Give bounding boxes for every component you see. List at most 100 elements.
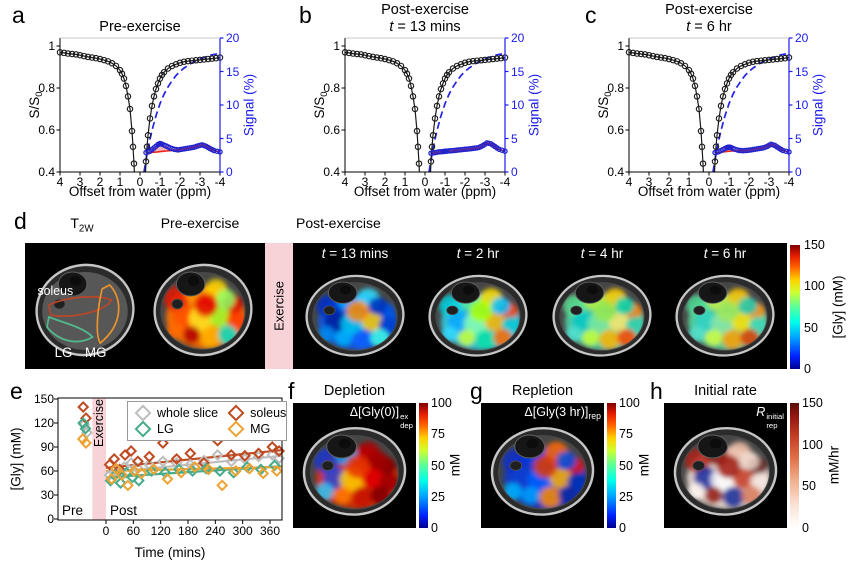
- zspectrum-marker: [353, 50, 361, 58]
- depletion-leg-image: [295, 411, 414, 526]
- zspectrum-marker: [373, 54, 381, 61]
- repletion-map-image: Δ[Gly(3 hr)]rep: [481, 403, 604, 528]
- zspectrum-marker: [160, 69, 168, 76]
- y-tick-label: 120: [33, 416, 54, 430]
- x-tick-label: -3: [194, 175, 206, 189]
- x-tick-label: 4: [56, 175, 64, 189]
- zspectrum-marker: [773, 55, 781, 63]
- heatmap-blob: [345, 455, 370, 479]
- zspectrum-marker: [765, 56, 773, 64]
- colorbar-tick-label: 25: [619, 489, 633, 504]
- fibula-bone: [171, 298, 184, 310]
- diff-marker: [783, 148, 789, 154]
- x-tick-label: 300: [232, 524, 253, 538]
- data-diamond-MG: [175, 466, 188, 479]
- text-segment: = 4 hr: [584, 246, 624, 261]
- y-tick-label: 90: [40, 440, 54, 454]
- data-diamond-MG: [202, 463, 215, 476]
- zspectrum-marker: [369, 53, 377, 61]
- colorbar-tick-label: 100: [431, 396, 452, 410]
- x-tick-label: -3: [763, 175, 775, 189]
- panel-letter-a: a: [12, 2, 25, 28]
- text-segment: T: [70, 215, 79, 231]
- x-tick-label: -1: [723, 175, 735, 189]
- heatmap-blob: [469, 300, 493, 322]
- zspectrum-marker: [415, 160, 423, 167]
- x-tick-label: 2: [96, 175, 104, 189]
- panel-title: Repletion: [511, 383, 574, 399]
- text-segment: t: [580, 246, 585, 261]
- heatmap-blob: [705, 329, 723, 346]
- zspectrum-marker: [176, 59, 184, 67]
- zspectrum-marker: [427, 158, 435, 165]
- y-tick-label-right: 15: [795, 64, 809, 79]
- heatmap-blob: [521, 486, 540, 504]
- heatmap-blob: [458, 329, 476, 346]
- zspectrum-marker: [124, 93, 132, 100]
- data-diamond-LG: [114, 476, 127, 490]
- y-tick-label: 0: [47, 512, 54, 526]
- heatmap-blob: [722, 486, 745, 508]
- heatmap-blob: [704, 486, 723, 504]
- data-diamond-soleus: [131, 455, 144, 468]
- x-tick-label: 2: [381, 175, 389, 189]
- zspectrum-marker: [72, 51, 80, 58]
- zspectrum-marker: [184, 57, 192, 65]
- heatmap-blob: [491, 297, 511, 315]
- zspectrum-marker: [68, 50, 76, 58]
- roi-soleus: [47, 295, 113, 317]
- colorbar-initial-rate-unit: mM/hr: [826, 445, 842, 485]
- heatmap-blob: [716, 300, 740, 322]
- zspectrum-marker: [144, 132, 152, 139]
- zspectrum-marker: [489, 55, 497, 63]
- lorentzian-fit-dashed: [712, 51, 789, 172]
- zspectrum-marker: [753, 57, 761, 65]
- zspectrum-marker: [649, 52, 657, 60]
- zspectrum-marker: [130, 160, 138, 167]
- heatmap-blob: [368, 297, 388, 315]
- zspectrum-marker: [497, 54, 505, 62]
- zspectrum-marker: [669, 56, 677, 64]
- legend-label: soleus: [250, 406, 287, 420]
- zspectrum-marker: [405, 75, 413, 82]
- roi-mg: [96, 283, 120, 345]
- y-tick-label-left: 0.4: [38, 165, 55, 179]
- data-diamond-MG: [270, 464, 283, 478]
- heatmap-blob: [738, 297, 758, 315]
- depletion-map-image: Δ[Gly(0)] ex dep: [293, 403, 416, 528]
- data-diamond-soleus: [238, 449, 251, 462]
- y-tick-label: 150: [33, 392, 54, 406]
- data-diamond-soleus: [266, 440, 279, 454]
- heatmap-blob: [183, 326, 201, 344]
- zspectrum-line: [60, 51, 220, 172]
- leg-cross-section: [305, 274, 405, 357]
- colorbar-tick-label: 50: [804, 320, 818, 335]
- zspectrum-marker: [428, 143, 436, 151]
- data-diamond-whole-slice: [225, 455, 238, 468]
- diff-marker: [211, 147, 217, 154]
- fibula-bone: [570, 305, 583, 316]
- superscript: initial: [766, 412, 784, 422]
- zspectrum-marker: [414, 143, 422, 151]
- heatmap-blob: [335, 329, 353, 346]
- data-diamond-MG: [135, 467, 148, 480]
- zspectrum-marker: [208, 55, 216, 62]
- roi-label-mg: MG: [85, 345, 106, 360]
- zspectrum-marker: [84, 53, 92, 61]
- data-diamond-MG: [115, 468, 128, 482]
- text-segment: Δ[Gly(3 hr)]: [524, 405, 589, 419]
- heatmap-blob: [368, 451, 389, 471]
- heatmap-blob: [346, 300, 370, 322]
- x-tick-label: 0: [136, 175, 144, 189]
- zspectrum-marker: [64, 50, 72, 57]
- x-tick-label: -1: [154, 175, 166, 189]
- panel-title: Pre-exercise: [60, 0, 220, 36]
- heatmap-blob: [333, 486, 352, 504]
- heatmap-blob: [556, 451, 577, 471]
- zspectrum-marker: [411, 105, 419, 113]
- zspectrum-marker: [777, 55, 785, 62]
- diff-marker: [780, 147, 786, 154]
- y-tick-label-left: 0.8: [38, 81, 55, 95]
- y-tick-label-left: 1: [333, 39, 340, 53]
- zspectrum-marker: [172, 61, 180, 68]
